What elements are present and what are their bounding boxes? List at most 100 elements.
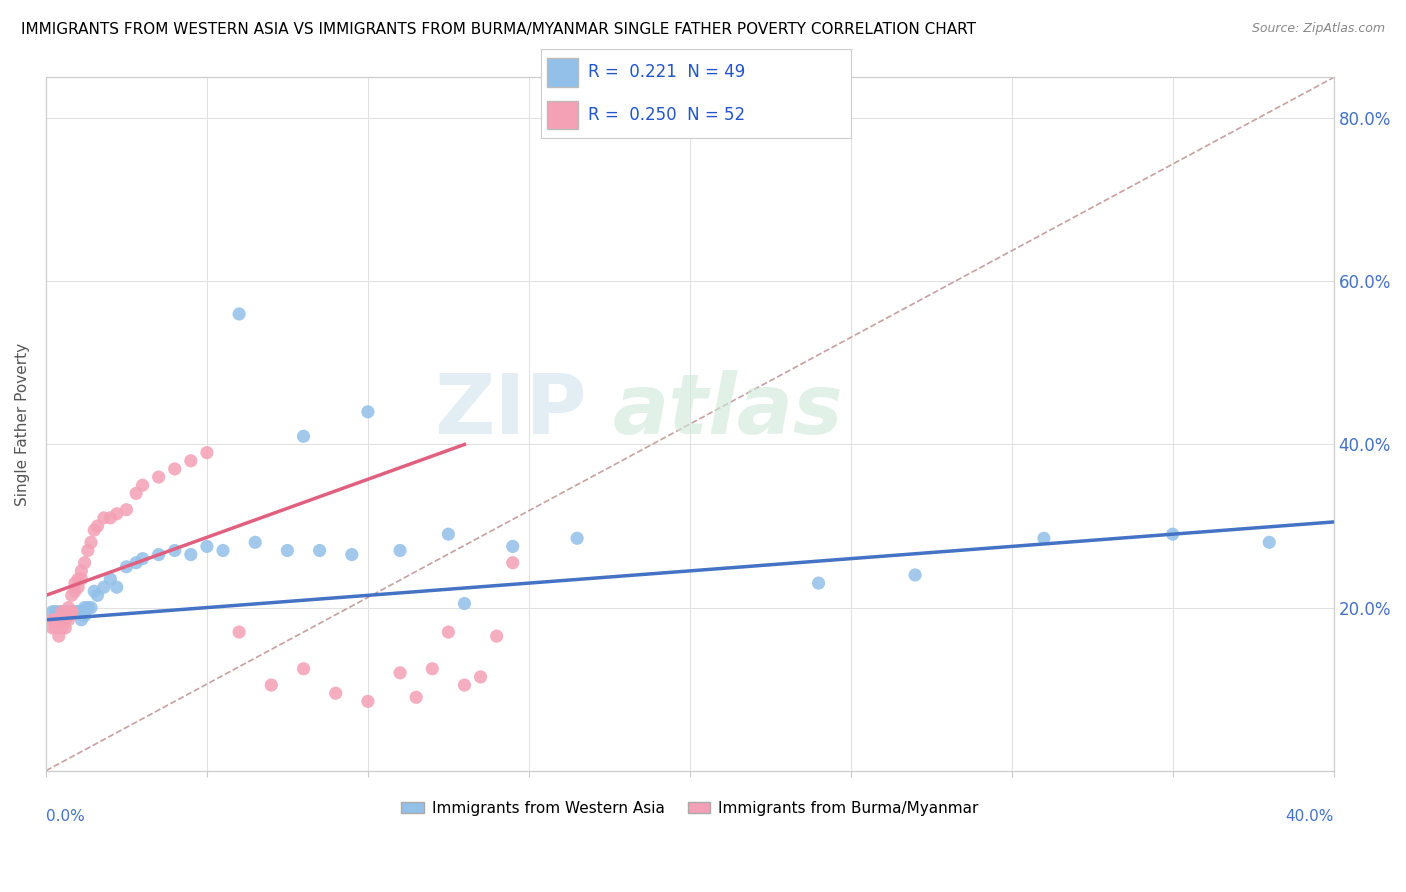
Point — [70, 605, 93, 619]
Point — [51, 613, 73, 627]
Point — [807, 576, 830, 591]
Point — [51, 605, 73, 619]
Point — [53, 621, 76, 635]
Point — [86, 519, 108, 533]
Point — [195, 445, 218, 459]
Point — [437, 527, 460, 541]
Point — [1161, 527, 1184, 541]
Point — [308, 543, 330, 558]
Point — [76, 600, 98, 615]
Point — [453, 678, 475, 692]
Point — [98, 511, 121, 525]
Point — [389, 665, 412, 680]
Point — [58, 608, 80, 623]
Point — [437, 625, 460, 640]
Point — [48, 613, 70, 627]
Point — [125, 486, 148, 500]
Point — [405, 690, 427, 705]
Point — [51, 613, 73, 627]
Point — [73, 608, 96, 623]
Point — [41, 613, 63, 627]
Point — [1032, 531, 1054, 545]
Point — [41, 621, 63, 635]
Point — [228, 307, 250, 321]
Point — [80, 600, 103, 615]
Point — [565, 531, 588, 545]
Point — [276, 543, 298, 558]
Text: R =  0.221  N = 49: R = 0.221 N = 49 — [588, 63, 745, 81]
Point — [70, 572, 93, 586]
Point — [340, 548, 363, 562]
Point — [53, 608, 76, 623]
Point — [163, 543, 186, 558]
Point — [63, 605, 86, 619]
Point — [41, 605, 63, 619]
Text: IMMIGRANTS FROM WESTERN ASIA VS IMMIGRANTS FROM BURMA/MYANMAR SINGLE FATHER POVE: IMMIGRANTS FROM WESTERN ASIA VS IMMIGRAN… — [21, 22, 976, 37]
Point — [58, 600, 80, 615]
Point — [76, 543, 98, 558]
Point — [180, 454, 202, 468]
Point — [45, 605, 67, 619]
Point — [58, 613, 80, 627]
Point — [245, 535, 267, 549]
Point — [86, 588, 108, 602]
Point — [389, 543, 412, 558]
Point — [292, 662, 315, 676]
Point — [67, 605, 90, 619]
Text: ZIP: ZIP — [434, 369, 586, 450]
Point — [485, 629, 508, 643]
Point — [83, 584, 105, 599]
Point — [48, 605, 70, 619]
Point — [73, 556, 96, 570]
Point — [67, 580, 90, 594]
Point — [131, 551, 153, 566]
Point — [73, 600, 96, 615]
Point — [131, 478, 153, 492]
Point — [51, 605, 73, 619]
Point — [60, 605, 83, 619]
Point — [212, 543, 235, 558]
Point — [45, 621, 67, 635]
Point — [60, 588, 83, 602]
Point — [58, 608, 80, 623]
Point — [1258, 535, 1281, 549]
Point — [51, 621, 73, 635]
Point — [470, 670, 492, 684]
Text: atlas: atlas — [613, 369, 844, 450]
Point — [93, 580, 115, 594]
Point — [63, 584, 86, 599]
Point — [60, 605, 83, 619]
Point — [180, 548, 202, 562]
FancyBboxPatch shape — [547, 101, 578, 129]
Text: Source: ZipAtlas.com: Source: ZipAtlas.com — [1251, 22, 1385, 36]
Point — [325, 686, 347, 700]
Point — [67, 572, 90, 586]
Point — [453, 597, 475, 611]
Point — [93, 511, 115, 525]
Point — [195, 540, 218, 554]
Point — [115, 502, 138, 516]
Y-axis label: Single Father Poverty: Single Father Poverty — [15, 343, 30, 506]
Point — [502, 540, 524, 554]
Point — [60, 605, 83, 619]
Point — [58, 605, 80, 619]
Point — [228, 625, 250, 640]
Point — [148, 470, 170, 484]
Point — [48, 629, 70, 643]
Point — [53, 605, 76, 619]
Text: 40.0%: 40.0% — [1285, 809, 1334, 824]
Point — [420, 662, 443, 676]
Point — [53, 613, 76, 627]
Point — [125, 556, 148, 570]
Point — [163, 462, 186, 476]
Point — [70, 564, 93, 578]
Point — [357, 405, 380, 419]
FancyBboxPatch shape — [547, 58, 578, 87]
Point — [357, 694, 380, 708]
Point — [83, 523, 105, 537]
Point — [98, 572, 121, 586]
Point — [105, 580, 128, 594]
Text: 0.0%: 0.0% — [46, 809, 84, 824]
Point — [502, 556, 524, 570]
Point — [63, 576, 86, 591]
